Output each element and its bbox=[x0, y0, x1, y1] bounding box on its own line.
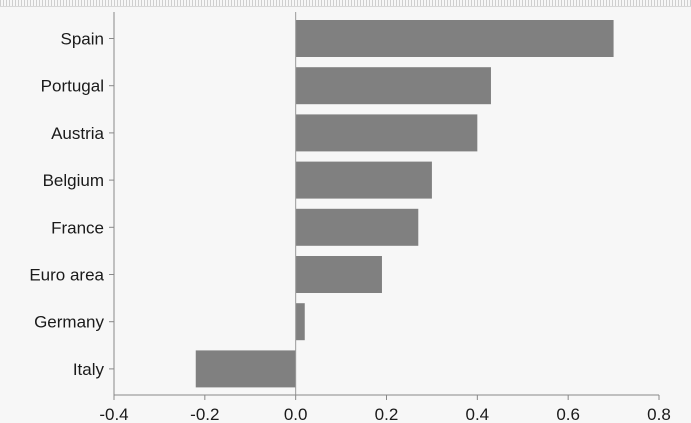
x-tick-label: 0.2 bbox=[375, 405, 399, 423]
category-label-austria: Austria bbox=[51, 124, 104, 143]
bar-belgium bbox=[295, 161, 432, 199]
x-tick-label: 0.6 bbox=[556, 405, 580, 423]
bar-portugal bbox=[295, 67, 491, 105]
x-tick-label: -0.4 bbox=[99, 405, 128, 423]
x-tick-label: 0.0 bbox=[284, 405, 308, 423]
category-label-france: France bbox=[51, 218, 104, 237]
bar-spain bbox=[295, 20, 614, 57]
labels-group: Spain Portugal Austria Belgium France Euro ar… bbox=[29, 30, 670, 423]
x-tick-label: 0.4 bbox=[466, 405, 490, 423]
category-label-euro-area: Euro area bbox=[29, 266, 104, 285]
bars-group bbox=[195, 20, 614, 388]
x-tick-label: -0.2 bbox=[190, 405, 219, 423]
category-label-germany: Germany bbox=[34, 313, 104, 332]
category-label-portugal: Portugal bbox=[41, 77, 104, 96]
bar-austria bbox=[295, 114, 478, 152]
category-label-italy: Italy bbox=[73, 360, 105, 379]
axes-group bbox=[109, 12, 660, 400]
top-border-strip bbox=[0, 0, 691, 7]
category-label-belgium: Belgium bbox=[43, 171, 104, 190]
category-label-spain: Spain bbox=[61, 30, 104, 49]
bar-germany bbox=[295, 303, 305, 341]
bar-euro-area bbox=[295, 256, 382, 293]
bar-italy bbox=[195, 350, 296, 388]
bar-france bbox=[295, 208, 419, 246]
x-tick-label: 0.8 bbox=[647, 405, 671, 423]
